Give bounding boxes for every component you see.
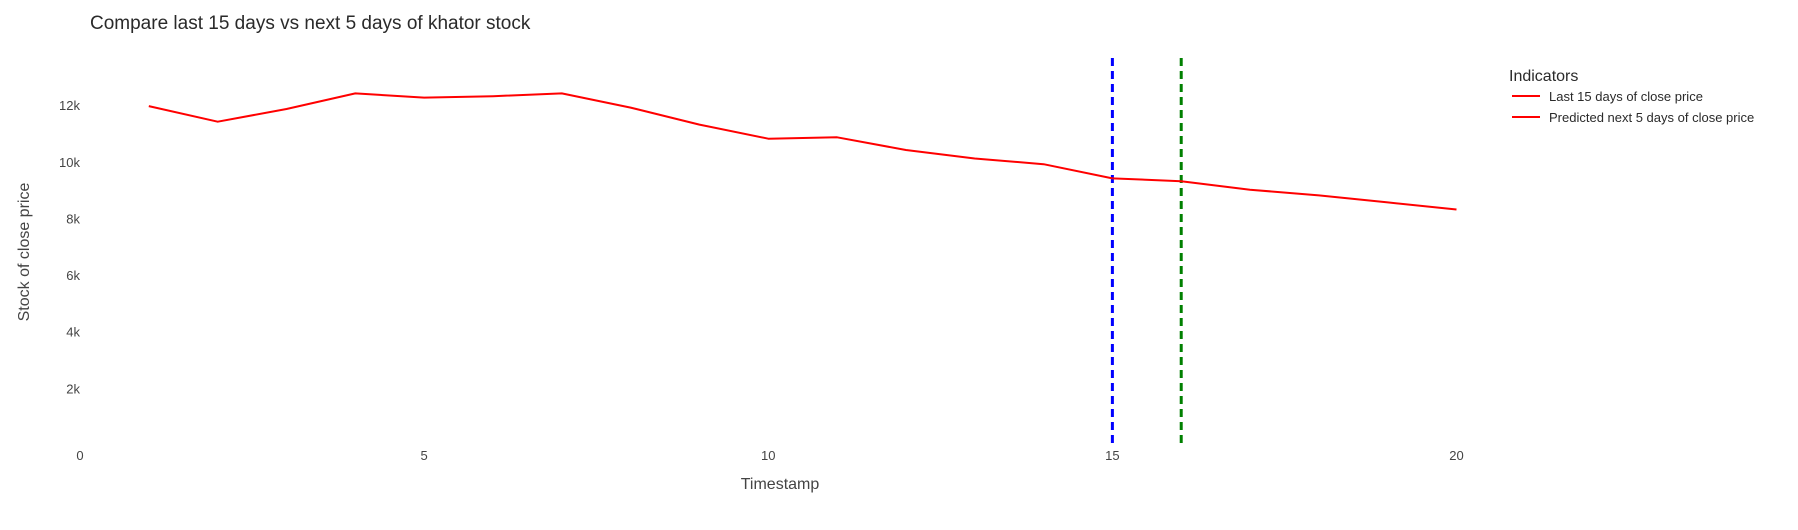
series-line-predicted-next-5-days (1112, 177, 1457, 211)
legend-item-predicted-next-5-days[interactable]: Predicted next 5 days of close price (1512, 110, 1754, 125)
y-tick-label: 10k (59, 155, 80, 170)
y-axis-ticks: 2k 4k 6k 8k 10k 12k (59, 98, 80, 396)
y-tick-label: 2k (66, 381, 80, 396)
x-axis-title: Timestamp (741, 476, 820, 493)
x-tick-label: 5 (421, 448, 428, 463)
legend[interactable]: Indicators Last 15 days of close price P… (1509, 68, 1754, 125)
legend-label-predicted-next-5-days: Predicted next 5 days of close price (1549, 110, 1754, 125)
legend-item-last-15-days[interactable]: Last 15 days of close price (1512, 89, 1703, 104)
chart-title: Compare last 15 days vs next 5 days of k… (90, 13, 531, 34)
y-axis-title: Stock of close price (16, 183, 33, 322)
legend-label-last-15-days: Last 15 days of close price (1549, 89, 1703, 104)
x-tick-label: 0 (76, 448, 83, 463)
x-axis-ticks: 0 5 10 15 20 (76, 448, 1463, 463)
y-tick-label: 8k (66, 211, 80, 226)
y-tick-label: 4k (66, 325, 80, 340)
x-tick-label: 20 (1449, 448, 1463, 463)
x-tick-label: 10 (761, 448, 775, 463)
x-tick-label: 15 (1105, 448, 1119, 463)
y-tick-label: 12k (59, 98, 80, 113)
y-tick-label: 6k (66, 268, 80, 283)
legend-title: Indicators (1509, 68, 1578, 85)
plot-area (148, 58, 1457, 446)
series-line-last-15-days (148, 92, 1113, 180)
